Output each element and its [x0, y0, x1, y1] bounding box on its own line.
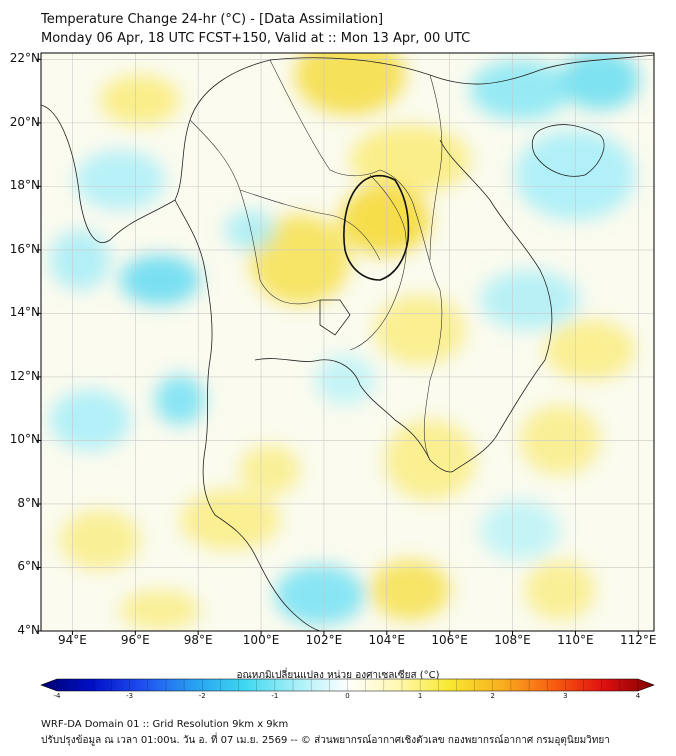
colorbar-tick-label: 0: [345, 692, 350, 700]
lat-label: 20°N: [9, 114, 40, 129]
country-borders: [189, 59, 443, 461]
lon-label: 106°E: [431, 633, 468, 647]
lat-label: 12°N: [9, 368, 40, 383]
colorbar-tick-label: 4: [635, 692, 641, 700]
colorbar-title: อุณหภูมิเปลี่ยนแปลง หน่วย องศาเซลเซียส (…: [236, 670, 440, 681]
lon-label: 102°E: [305, 633, 343, 647]
lat-label: 22°N: [9, 51, 40, 66]
region-boundary: [343, 174, 410, 281]
lon-label: 98°E: [183, 633, 213, 647]
lon-label: 108°E: [494, 633, 531, 647]
lon-label: 110°E: [557, 633, 594, 647]
lat-label: 8°N: [17, 495, 40, 510]
anomaly-field: [50, 53, 640, 630]
footer-update-info: ปรับปรุงข้อมูล ณ เวลา 01:00น. วัน อ. ที่…: [41, 735, 610, 746]
colorbar-tick-label: 3: [563, 692, 568, 700]
colorbar-tick-label: -2: [198, 692, 206, 700]
lon-label: 94°E: [57, 633, 87, 647]
map-subtitle: Monday 06 Apr, 18 UTC FCST+150, Valid at…: [41, 31, 471, 46]
lat-label: 6°N: [17, 559, 40, 574]
colorbar-tick-label: -3: [126, 692, 134, 700]
colorbar-tick-label: 2: [490, 692, 495, 700]
lat-label: 14°N: [9, 305, 40, 320]
colorbar-tick-label: 1: [417, 692, 423, 700]
lon-label: 100°E: [242, 633, 280, 647]
lat-label: 16°N: [9, 241, 40, 256]
colorbar: [40, 678, 655, 692]
graticule: [41, 53, 654, 631]
lat-label: 4°N: [17, 623, 40, 637]
lat-label: 10°N: [9, 432, 40, 447]
map-title: Temperature Change 24-hr (°C) - [Data As…: [41, 12, 384, 27]
lat-label: 18°N: [9, 178, 40, 193]
colorbar-tick-label: -1: [271, 692, 279, 700]
coastlines: [41, 54, 654, 631]
lon-label: 112°E: [620, 633, 657, 647]
lon-label: 104°E: [368, 633, 406, 647]
lon-label: 96°E: [120, 633, 150, 647]
colorbar-tick-label: -4: [53, 692, 61, 700]
temperature-change-map: [37, 52, 655, 635]
footer-model-info: WRF-DA Domain 01 :: Grid Resolution 9km …: [41, 719, 289, 730]
